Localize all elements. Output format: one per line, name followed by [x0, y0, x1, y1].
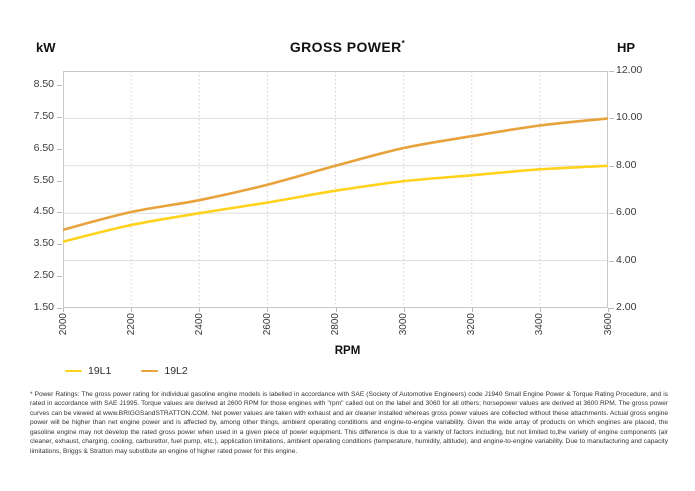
x-tick-label-rpm: 2000 [57, 313, 69, 336]
y-tick-mark [57, 117, 62, 119]
hp-axis-unit-label: HP [617, 40, 636, 55]
x-tick-mark [403, 308, 405, 312]
y-tick-label-kw: 7.50 [33, 110, 54, 123]
y-tick-label-kw: 8.50 [33, 78, 54, 91]
legend: 19L1 19L2 [65, 365, 188, 377]
x-tick-label-rpm: 2600 [261, 313, 273, 336]
x-tick-label-rpm: 3200 [466, 313, 478, 336]
footnote-text: * Power Ratings: The gross power rating … [30, 391, 668, 455]
y-tick-mark [609, 71, 614, 72]
x-tick-mark [608, 308, 609, 312]
x-tick-mark [267, 308, 269, 312]
x-tick-label-rpm: 2200 [125, 313, 137, 336]
legend-line-swatch-19l2 [141, 369, 159, 373]
x-tick-label-rpm: 2400 [193, 313, 205, 336]
y-tick-mark [609, 260, 614, 262]
y-tick-label-kw: 5.50 [33, 173, 54, 186]
y-tick-mark [57, 85, 62, 87]
legend-item-19l1: 19L1 [65, 365, 111, 377]
footnote-asterisk: * [401, 39, 406, 48]
y-tick-mark [57, 307, 62, 309]
x-tick-label-rpm: 3000 [398, 313, 410, 336]
y-tick-label-hp: 4.00 [616, 253, 637, 266]
y-tick-label-kw: 6.50 [33, 141, 54, 154]
y-tick-label-kw: 1.50 [33, 300, 54, 313]
series-line-19l1 [61, 164, 610, 243]
y-tick-mark [57, 180, 62, 182]
plot-area [61, 70, 610, 309]
chart-title: GROSS POWER* [0, 39, 695, 55]
legend-item-19l2: 19L2 [141, 365, 188, 377]
y-tick-mark [609, 165, 614, 167]
legend-label-19l2: 19L2 [164, 365, 188, 377]
y-tick-label-kw: 4.50 [33, 205, 54, 218]
y-tick-label-kw: 2.50 [33, 268, 54, 281]
x-tick-mark [539, 308, 541, 312]
y-tick-mark [57, 275, 62, 277]
y-tick-label-hp: 10.00 [616, 111, 643, 124]
y-tick-mark [609, 213, 614, 215]
y-tick-label-hp: 8.00 [616, 158, 637, 171]
x-tick-mark [471, 308, 473, 312]
legend-line-swatch-19l1 [65, 369, 82, 373]
y-tick-label-hp: 6.00 [616, 206, 637, 219]
x-tick-label-rpm: 3600 [602, 313, 614, 336]
y-tick-mark [609, 308, 614, 309]
series-line-19l2 [61, 117, 610, 232]
chart-title-text: GROSS POWER [289, 39, 402, 55]
x-tick-label-rpm: 2800 [330, 313, 341, 336]
y-tick-mark [57, 212, 62, 214]
power-curves-svg [61, 70, 610, 309]
x-tick-mark [199, 308, 201, 312]
y-tick-label-hp: 2.00 [616, 301, 637, 313]
y-tick-mark [57, 244, 62, 246]
rpm-axis-label: RPM [334, 345, 361, 357]
x-tick-label-rpm: 3400 [534, 313, 546, 336]
y-tick-label-kw: 3.50 [33, 237, 54, 250]
x-tick-mark [63, 308, 64, 312]
y-tick-label-hp: 12.00 [616, 64, 643, 76]
legend-label-19l1: 19L1 [88, 365, 112, 377]
y-tick-mark [57, 148, 62, 150]
x-tick-mark [131, 308, 133, 312]
kw-axis-unit-label: kW [36, 40, 56, 55]
x-tick-mark [335, 308, 337, 312]
y-tick-mark [609, 118, 614, 120]
